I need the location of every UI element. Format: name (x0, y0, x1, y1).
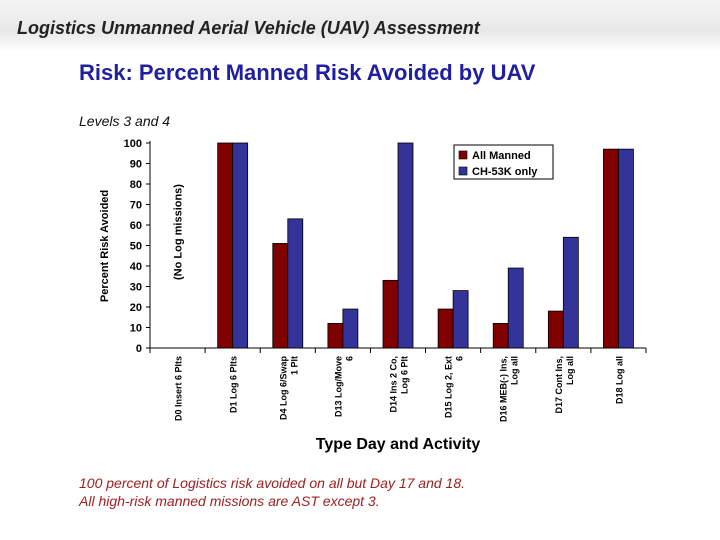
bar-all-manned (492, 322, 509, 349)
y-tick-label: 80 (130, 179, 142, 191)
bar-ch53k-only (507, 267, 524, 349)
x-tick-label: Log 6 Plt (400, 356, 410, 394)
bar-all-manned (603, 148, 619, 349)
bar-ch53k-only (287, 218, 304, 349)
slide-notes: 100 percent of Logistics risk avoided on… (79, 474, 465, 510)
y-axis-label: Percent Risk Avoided (99, 190, 111, 302)
bar-ch53k-only (342, 308, 359, 349)
x-tick-label: D14 Ins 2 Co, (389, 356, 399, 413)
x-tick-label: 6 (455, 356, 465, 361)
y-tick-label: 10 (130, 323, 142, 335)
y-tick-label: 40 (130, 261, 142, 273)
x-tick-label: D15 Log 2, Ext (444, 356, 454, 418)
slide-header: Logistics Unmanned Aerial Vehicle (UAV) … (17, 18, 480, 38)
legend-swatch (458, 150, 468, 160)
bar-ch53k-only (562, 236, 579, 349)
legend-label: CH-53K only (472, 166, 538, 178)
slide-title: Risk: Percent Manned Risk Avoided by UAV (79, 60, 536, 85)
chart-subtitle: Levels 3 and 4 (79, 113, 171, 129)
note-line: All high-risk manned missions are AST ex… (79, 493, 380, 509)
legend-box (453, 144, 554, 180)
header-band (0, 0, 720, 52)
bar-all-manned (272, 243, 289, 349)
x-tick-label: 1 Plt (289, 356, 299, 375)
legend-label: All Manned (472, 150, 531, 162)
bar-ch53k-only (397, 142, 414, 349)
y-tick-label: 60 (130, 220, 142, 232)
y-tick-label: 70 (130, 200, 142, 212)
x-tick-label: D0 Insert 6 Plts (174, 356, 184, 421)
x-tick-label: D17 Cont Ins, (554, 356, 564, 414)
x-tick-label: D18 Log all (614, 356, 624, 404)
bar-ch53k-only (618, 148, 634, 349)
bar-ch53k-only (452, 290, 469, 349)
x-tick-label: D16 MEB(-) Ins, (499, 356, 509, 422)
x-tick-label: Log all (565, 356, 575, 385)
x-tick-label: D1 Log 6 Plts (229, 356, 239, 413)
bar-all-manned (547, 310, 564, 349)
legend-swatch (458, 166, 468, 176)
y-tick-label: 100 (124, 138, 142, 150)
x-tick-label: Log all (510, 356, 520, 385)
x-tick-label: 6 (344, 356, 354, 361)
x-axis-label: Type Day and Activity (316, 436, 481, 453)
y-tick-label: 30 (130, 282, 142, 294)
y-tick-label: 90 (130, 159, 142, 171)
x-tick-label: D13 Log/Move (333, 356, 343, 417)
x-tick-label: D4 Log 6/Swap (278, 356, 288, 421)
bar-all-manned (217, 142, 234, 349)
bar-all-manned (437, 308, 454, 349)
note-line: 100 percent of Logistics risk avoided on… (79, 475, 466, 491)
annotation-no-log-missions: (No Log missions) (173, 184, 185, 280)
bar-all-manned (327, 322, 344, 349)
y-tick-label: 20 (130, 302, 142, 314)
bar-all-manned (382, 279, 399, 349)
y-tick-label: 50 (130, 241, 142, 253)
y-tick-label: 0 (136, 343, 142, 355)
bar-ch53k-only (232, 142, 249, 349)
